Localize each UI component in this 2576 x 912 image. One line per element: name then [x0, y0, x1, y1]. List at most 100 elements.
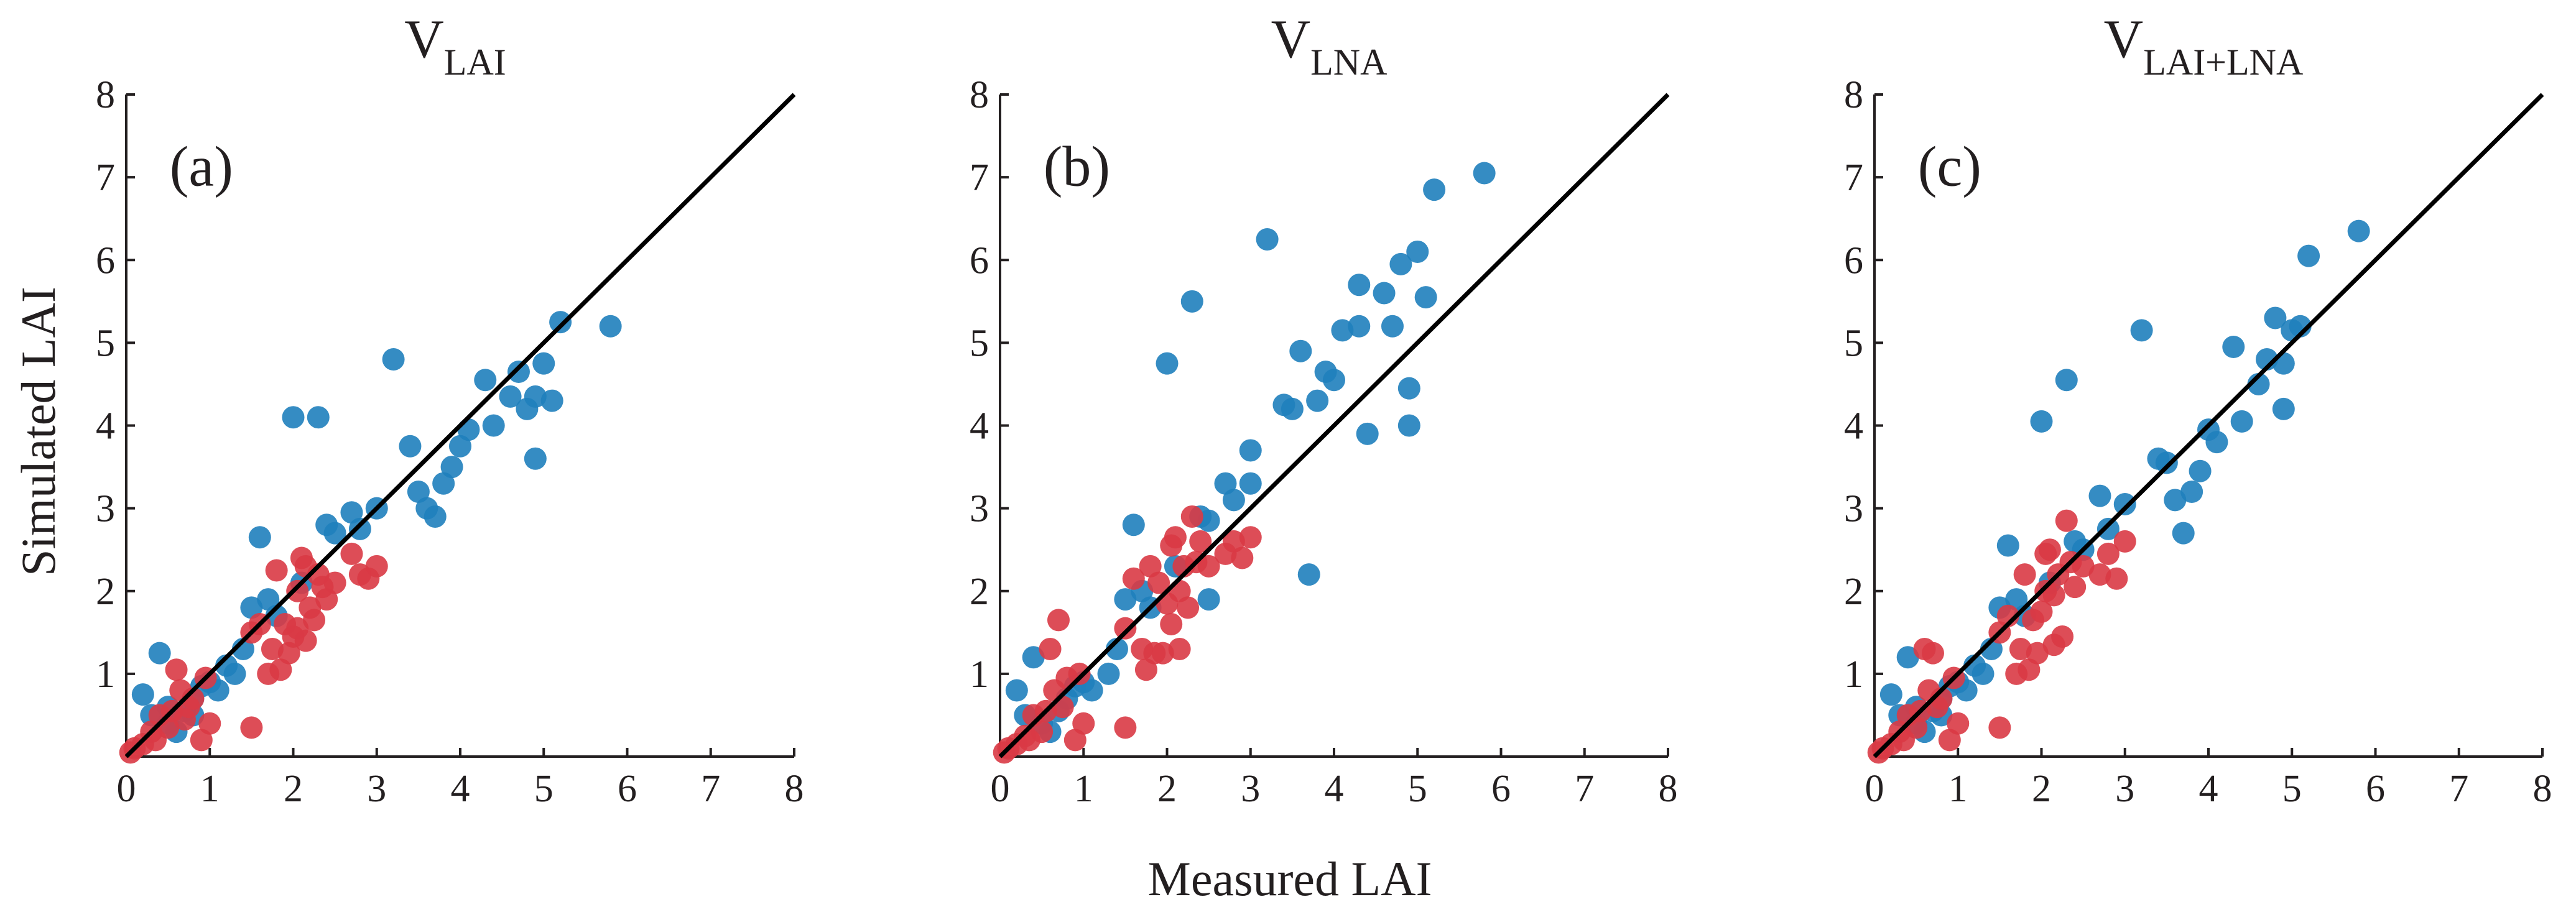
- blue-point: [2155, 451, 2178, 474]
- red-point: [240, 716, 263, 739]
- blue-point: [1122, 514, 1145, 537]
- one-to-one-line: [1873, 93, 2544, 758]
- red-point: [169, 679, 192, 702]
- blue-point: [1414, 286, 1437, 309]
- blue-point: [1097, 662, 1120, 685]
- blue-point: [2005, 588, 2028, 611]
- blue-point: [240, 596, 263, 619]
- red-point: [1231, 546, 1254, 569]
- y-tick-label: 6: [96, 239, 115, 282]
- red-point: [1139, 555, 1162, 578]
- blue-point: [2172, 522, 2195, 545]
- blue-point: [323, 522, 346, 545]
- x-tick-label: 5: [1408, 768, 1427, 810]
- y-axis-label: Simulated LAI: [11, 287, 65, 576]
- blue-point: [131, 683, 154, 706]
- blue-point: [382, 348, 405, 371]
- blue-point: [1156, 352, 1179, 375]
- red-point: [2026, 642, 2049, 665]
- x-tick-label: 4: [1325, 768, 1344, 810]
- blue-point: [1323, 369, 1345, 392]
- red-point: [2009, 637, 2032, 660]
- x-tick-label: 6: [1491, 768, 1511, 810]
- red-point: [1892, 729, 1915, 752]
- y-tick-label: 6: [1844, 239, 1863, 282]
- blue-point: [1306, 389, 1329, 412]
- red-point: [286, 579, 309, 602]
- y-tick-label: 7: [1844, 157, 1863, 199]
- panel-a: 0 1 2 3 4 5 6 7 8 1 2 3 4 5 6 7 8 VLAI (a): [96, 9, 804, 810]
- red-point: [1114, 617, 1137, 640]
- blue-point: [2264, 306, 2287, 329]
- y-tick-label: 4: [970, 405, 989, 448]
- blue-point: [1080, 679, 1103, 702]
- red-point: [2055, 509, 2078, 532]
- red-point: [165, 658, 188, 681]
- y-tick-label: 2: [1844, 571, 1863, 613]
- panel-title: VLAI: [404, 9, 506, 83]
- y-tick-label: 8: [970, 74, 989, 116]
- y-tick-label: 6: [970, 239, 989, 282]
- title-main: V: [2104, 9, 2144, 70]
- panel-b: 0 1 2 3 4 5 6 7 8 1 2 3 4 5 6 7 8 VLNA (b): [970, 9, 1678, 810]
- y-tick-label: 1: [970, 653, 989, 696]
- red-point: [315, 588, 338, 611]
- blue-point: [348, 517, 371, 540]
- red-point: [365, 555, 388, 578]
- one-to-one-line: [124, 93, 796, 758]
- blue-point: [248, 526, 271, 549]
- blue-point: [1996, 534, 2019, 557]
- blue-point: [457, 418, 480, 441]
- red-point: [2088, 563, 2111, 586]
- series-blue: [1879, 219, 2370, 744]
- red-point: [1197, 555, 1220, 578]
- red-point: [303, 609, 326, 632]
- y-tick-label: 7: [96, 157, 115, 199]
- red-point: [1047, 609, 1070, 632]
- y-tick-label: 3: [1844, 488, 1863, 530]
- blue-point: [1389, 252, 1412, 275]
- blue-point: [2347, 219, 2370, 242]
- panel-c: 0 1 2 3 4 5 6 7 8 1 2 3 4 5 6 7 8 VLAI+LNA (c): [1844, 9, 2552, 810]
- panel-title: VLAI+LNA: [2104, 9, 2304, 83]
- red-point: [1151, 642, 1174, 665]
- title-subscript: LAI+LNA: [2143, 42, 2303, 83]
- blue-point: [2205, 431, 2228, 454]
- blue-point: [524, 385, 547, 408]
- x-tick-label: 8: [2533, 768, 2552, 810]
- x-tick-label: 4: [451, 768, 470, 810]
- blue-point: [482, 414, 505, 437]
- red-point: [1147, 571, 1170, 594]
- red-point: [2072, 555, 2095, 578]
- red-point: [1938, 729, 1961, 752]
- blue-point: [1197, 588, 1220, 611]
- x-tick-label: 8: [785, 768, 804, 810]
- red-point: [1222, 530, 1245, 553]
- blue-point: [1331, 319, 1354, 342]
- red-point: [1072, 712, 1095, 735]
- red-point: [2113, 530, 2136, 553]
- blue-point: [549, 311, 572, 334]
- red-point: [1068, 662, 1091, 685]
- one-to-one-line: [998, 93, 1670, 758]
- blue-point: [1879, 683, 1902, 706]
- x-tick-label: 8: [1659, 768, 1678, 810]
- blue-point: [2164, 489, 2187, 512]
- blue-point: [1297, 563, 1320, 586]
- blue-point: [1281, 397, 1304, 420]
- title-main: V: [1271, 9, 1311, 70]
- x-tick-label: 1: [1074, 768, 1093, 810]
- y-tick-label: 5: [1844, 322, 1863, 364]
- blue-point: [2130, 319, 2153, 342]
- x-tick-label: 7: [701, 768, 720, 810]
- red-point: [1180, 505, 1203, 528]
- red-point: [2034, 579, 2057, 602]
- red-point: [1177, 596, 1200, 619]
- y-tick-label: 7: [970, 157, 989, 199]
- blue-point: [1239, 439, 1262, 462]
- blue-point: [2189, 459, 2212, 482]
- red-point: [1988, 716, 2011, 739]
- red-point: [1114, 716, 1137, 739]
- blue-point: [1256, 228, 1279, 251]
